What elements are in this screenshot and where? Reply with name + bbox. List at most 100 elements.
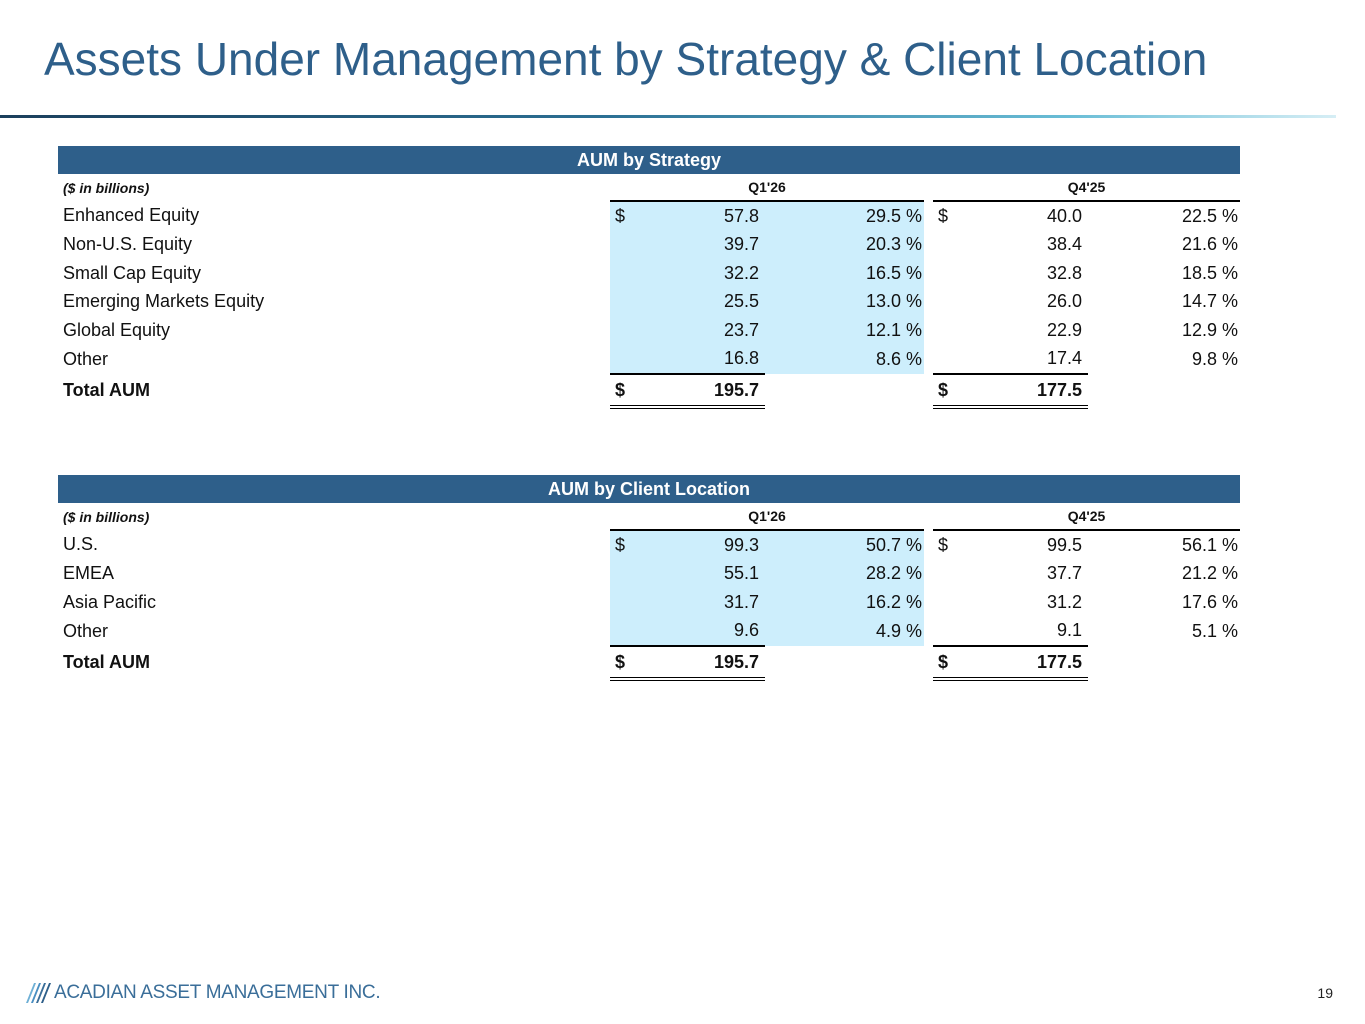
row-label: Small Cap Equity xyxy=(63,262,202,283)
total-q4-value: 177.5 xyxy=(955,645,1088,681)
q1-percent: 16.5 % xyxy=(765,259,924,288)
table-row: Non-U.S. Equity 39.7 20.3 % 38.4 21.6 % xyxy=(58,230,1240,260)
q1-percent: 28.2 % xyxy=(765,559,924,588)
column-gap xyxy=(924,530,933,560)
q1-dollar-sign xyxy=(610,230,632,259)
q4-percent: 21.2 % xyxy=(1181,563,1238,584)
title-divider xyxy=(0,115,1336,118)
q1-dollar-sign xyxy=(610,616,632,646)
q1-dollar-sign xyxy=(610,559,632,588)
q1-percent: 12.1 % xyxy=(765,316,924,345)
column-gap xyxy=(924,588,933,617)
aum-by-strategy-table: AUM by Strategy ($ in billions) Q1'26 Q4… xyxy=(58,146,1241,409)
table-row: Enhanced Equity $57.8 29.5 % $40.0 22.5 % xyxy=(58,201,1240,231)
spacer xyxy=(1088,374,1240,407)
unit-note: ($ in billions) xyxy=(63,508,150,525)
table-banner: AUM by Strategy xyxy=(58,146,1241,174)
q1-percent: 4.9 % xyxy=(765,616,924,646)
total-row: Total AUM $195.7 $177.5 xyxy=(58,645,1240,681)
q4-value: 99.5 xyxy=(1046,534,1082,555)
table-row: Small Cap Equity 32.2 16.5 % 32.8 18.5 % xyxy=(58,259,1240,288)
table-row: Emerging Markets Equity 25.5 13.0 % 26.0 14.… xyxy=(58,287,1240,317)
column-gap xyxy=(924,374,933,407)
q4-percent: 22.5 % xyxy=(1181,205,1239,226)
q4-value: 26.0 xyxy=(1046,291,1082,312)
column-gap xyxy=(924,201,933,231)
table-row: Other 9.6 4.9 % 9.1 5.1 % xyxy=(58,616,1240,647)
period-header-q4: Q4'25 xyxy=(933,503,1240,531)
q1-value: 39.7 xyxy=(632,230,765,259)
column-gap xyxy=(924,617,933,647)
q4-dollar-sign xyxy=(933,345,955,375)
q4-percent: 21.6 % xyxy=(1181,234,1239,255)
q4-percent: 9.8 % xyxy=(1192,348,1239,369)
q1-value: 25.5 xyxy=(632,287,765,316)
row-label: Other xyxy=(63,620,109,641)
row-label: Enhanced Equity xyxy=(63,205,200,226)
q1-percent: 13.0 % xyxy=(765,287,924,316)
page-number: 19 xyxy=(1317,985,1333,1001)
period-header-q1: Q1'26 xyxy=(610,503,924,531)
q4-percent: 17.6 % xyxy=(1181,591,1238,612)
q4-percent: 18.5 % xyxy=(1181,262,1239,283)
company-name: ACADIAN ASSET MANAGEMENT INC. xyxy=(54,982,381,1003)
total-q4-value: 177.5 xyxy=(955,373,1088,409)
total-row: Total AUM $195.7 $177.5 xyxy=(58,373,1240,409)
q4-dollar-sign xyxy=(933,259,955,288)
total-q1-value: 195.7 xyxy=(632,645,765,681)
total-q1-dollar-sign: $ xyxy=(610,373,632,409)
q4-value: 38.4 xyxy=(1046,234,1082,255)
q4-dollar-sign xyxy=(933,588,955,617)
q1-dollar-sign: $ xyxy=(610,201,632,231)
q1-dollar-sign xyxy=(610,316,632,345)
row-label: Emerging Markets Equity xyxy=(63,291,265,312)
q4-value: 9.1 xyxy=(1056,620,1082,641)
total-q1-value: 195.7 xyxy=(632,373,765,409)
page-title: Assets Under Management by Strategy & Cl… xyxy=(44,33,1208,85)
q1-value: 55.1 xyxy=(632,559,765,588)
q4-value: 17.4 xyxy=(1046,348,1082,369)
q4-percent: 5.1 % xyxy=(1191,620,1238,641)
column-gap xyxy=(924,345,933,375)
total-label: Total AUM xyxy=(63,652,150,672)
total-label: Total AUM xyxy=(63,380,150,400)
q4-value: 31.2 xyxy=(1046,591,1082,612)
acadian-logo-icon xyxy=(26,983,51,1003)
company-logo: ACADIAN ASSET MANAGEMENT INC. xyxy=(26,982,381,1004)
spacer xyxy=(765,374,924,407)
q4-value: 40.0 xyxy=(1046,205,1082,226)
row-label: EMEA xyxy=(63,563,115,584)
q1-percent: 16.2 % xyxy=(765,588,924,617)
row-label: U.S. xyxy=(63,534,99,555)
q1-percent: 50.7 % xyxy=(765,530,924,560)
q1-value: 23.7 xyxy=(632,316,765,345)
q4-dollar-sign: $ xyxy=(938,205,949,226)
row-label: Global Equity xyxy=(63,319,171,340)
total-q4-dollar-sign: $ xyxy=(933,373,955,409)
column-gap xyxy=(924,231,933,260)
q1-percent: 29.5 % xyxy=(765,201,924,231)
period-header-q4: Q4'25 xyxy=(933,174,1241,202)
table-row: U.S. $99.3 50.7 % $99.5 56.1 % xyxy=(58,530,1240,560)
q1-value: 57.8 xyxy=(632,201,765,231)
row-label: Asia Pacific xyxy=(63,591,157,612)
q4-dollar-sign xyxy=(933,288,955,317)
column-gap xyxy=(924,259,933,288)
row-label: Non-U.S. Equity xyxy=(63,234,193,255)
total-q4-dollar-sign: $ xyxy=(933,645,955,681)
period-header-q1: Q1'26 xyxy=(610,174,924,202)
q1-dollar-sign: $ xyxy=(610,530,632,560)
q4-value: 32.8 xyxy=(1046,262,1082,283)
total-q1-dollar-sign: $ xyxy=(610,645,632,681)
q4-value: 37.7 xyxy=(1046,563,1082,584)
column-gap xyxy=(924,560,933,589)
table-row: Global Equity 23.7 12.1 % 22.9 12.9 % xyxy=(58,316,1240,345)
q1-value: 99.3 xyxy=(632,530,765,560)
unit-note: ($ in billions) xyxy=(63,179,150,196)
q1-dollar-sign xyxy=(610,259,632,288)
column-gap xyxy=(924,288,933,317)
q4-percent: 12.9 % xyxy=(1181,319,1239,340)
q1-dollar-sign xyxy=(610,588,632,617)
q4-dollar-sign xyxy=(933,316,955,345)
aum-by-client-location-table: AUM by Client Location ($ in billions) Q… xyxy=(58,475,1240,681)
